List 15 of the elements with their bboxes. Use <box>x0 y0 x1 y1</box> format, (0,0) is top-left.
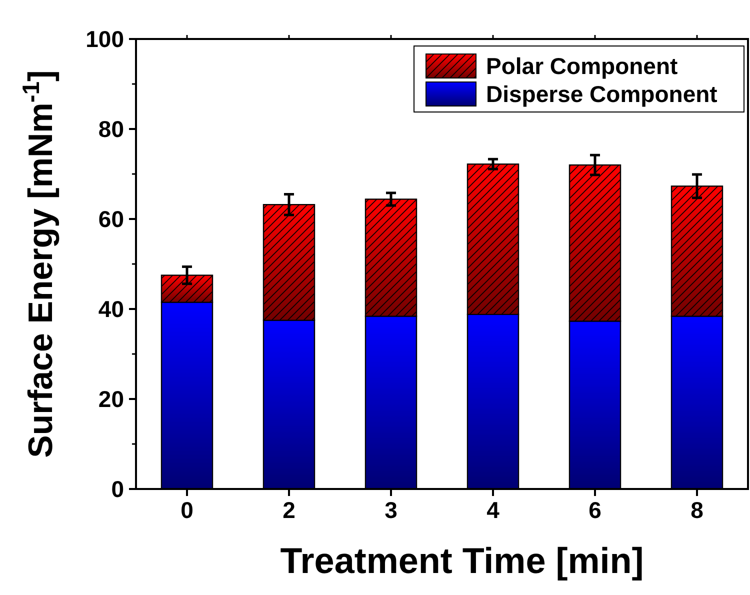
x-tick-label: 2 <box>282 497 296 523</box>
y-tick-label: 40 <box>98 296 124 322</box>
legend-label: Disperse Component <box>486 81 718 108</box>
legend-label: Polar Component <box>486 53 678 80</box>
y-tick-label: 60 <box>98 206 124 232</box>
x-tick-label: 8 <box>690 497 704 523</box>
y-tick-label: 0 <box>111 476 124 502</box>
x-tick-label: 0 <box>180 497 194 523</box>
x-tick-label: 4 <box>486 497 500 523</box>
y-tick-label: 100 <box>86 26 124 52</box>
x-axis-title: Treatment Time [min] <box>280 540 644 581</box>
x-tick-label: 3 <box>384 497 398 523</box>
y-tick-label: 20 <box>98 386 124 412</box>
x-tick-label: 6 <box>588 497 602 523</box>
y-tick-label: 80 <box>98 116 124 142</box>
